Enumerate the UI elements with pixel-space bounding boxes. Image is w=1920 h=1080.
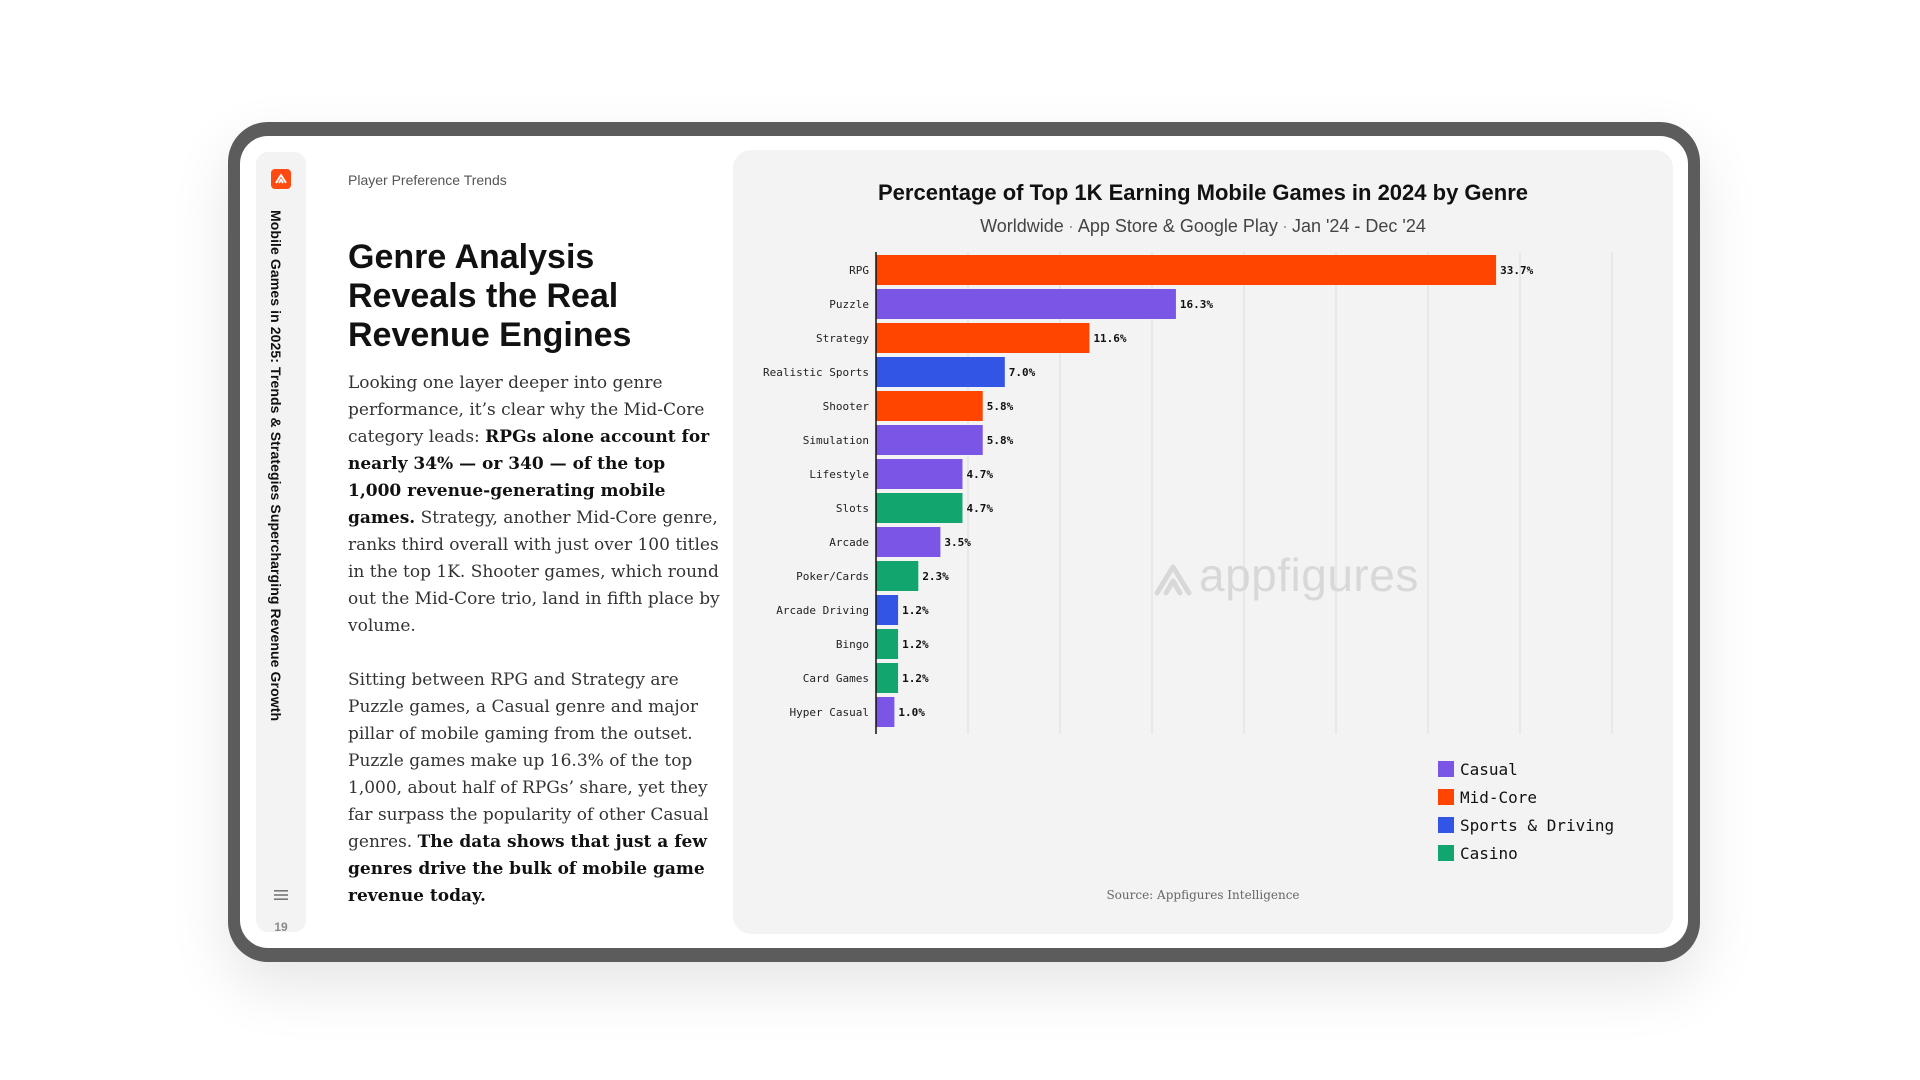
category-label: Strategy bbox=[816, 332, 869, 345]
category-label: Puzzle bbox=[829, 298, 869, 311]
bar bbox=[876, 255, 1497, 285]
legend-swatch bbox=[1438, 845, 1454, 861]
value-label: 4.7% bbox=[966, 468, 993, 481]
legend-item: Sports & Driving bbox=[1438, 811, 1614, 839]
bar bbox=[876, 391, 983, 421]
paragraph-1: Looking one layer deeper into genre perf… bbox=[348, 373, 720, 636]
appfigures-logo-icon[interactable] bbox=[271, 169, 291, 189]
highlight-text: RPGs alone account for nearly 34% — or 3… bbox=[348, 427, 710, 528]
value-label: 2.3% bbox=[922, 570, 949, 583]
value-label: 33.7% bbox=[1500, 264, 1533, 277]
bar bbox=[876, 289, 1176, 319]
page-number: 19 bbox=[274, 920, 288, 934]
side-rail: Mobile Games in 2025: Trends & Strategie… bbox=[256, 152, 306, 934]
bar bbox=[876, 357, 1005, 387]
category-label: Slots bbox=[836, 502, 869, 515]
bar bbox=[876, 527, 941, 557]
paragraph-2: Sitting between RPG and Strategy are Puz… bbox=[348, 670, 709, 906]
section-eyebrow: Player Preference Trends bbox=[348, 172, 507, 188]
menu-icon[interactable] bbox=[272, 888, 290, 902]
value-label: 1.2% bbox=[902, 638, 929, 651]
appfigures-watermark-icon bbox=[1154, 564, 1192, 596]
category-label: Hyper Casual bbox=[790, 706, 869, 719]
chart-card: Percentage of Top 1K Earning Mobile Game… bbox=[733, 150, 1673, 934]
highlight-text: The data shows that just a few genres dr… bbox=[348, 832, 707, 906]
category-label: Shooter bbox=[823, 400, 870, 413]
legend-item: Casino bbox=[1438, 839, 1614, 867]
subtitle-dates: Jan '24 - Dec '24 bbox=[1291, 216, 1426, 236]
bar bbox=[876, 459, 963, 489]
bar bbox=[876, 493, 963, 523]
category-label: Simulation bbox=[803, 434, 869, 447]
legend-label: Casual bbox=[1460, 759, 1518, 779]
article-body: Looking one layer deeper into genre perf… bbox=[348, 370, 720, 937]
bar bbox=[876, 629, 899, 659]
watermark: appfigures bbox=[1153, 548, 1419, 602]
legend-item: Mid-Core bbox=[1438, 783, 1614, 811]
value-label: 7.0% bbox=[1009, 366, 1036, 379]
value-label: 4.7% bbox=[966, 502, 993, 515]
legend-label: Casino bbox=[1460, 843, 1518, 863]
bar bbox=[876, 697, 895, 727]
category-label: Arcade Driving bbox=[776, 604, 869, 617]
category-label: Arcade bbox=[829, 536, 869, 549]
watermark-text: appfigures bbox=[1199, 549, 1419, 601]
bar bbox=[876, 323, 1090, 353]
value-label: 1.2% bbox=[902, 604, 929, 617]
page-headline: Genre Analysis Reveals the Real Revenue … bbox=[348, 238, 632, 354]
bar bbox=[876, 663, 899, 693]
value-label: 1.2% bbox=[902, 672, 929, 685]
chart-legend: Casual Mid-Core Sports & Driving Casino bbox=[1438, 755, 1614, 867]
category-label: Card Games bbox=[803, 672, 869, 685]
bar bbox=[876, 595, 899, 625]
legend-label: Mid-Core bbox=[1460, 787, 1538, 807]
chart-subtitle: Worldwide · App Store & Google Play · Jan '2… bbox=[980, 216, 1426, 236]
legend-label: Sports & Driving bbox=[1460, 815, 1615, 835]
bar bbox=[876, 561, 919, 591]
bar bbox=[876, 425, 983, 455]
legend-swatch bbox=[1438, 761, 1454, 777]
category-label: RPG bbox=[849, 264, 869, 277]
category-label: Bingo bbox=[836, 638, 869, 651]
bar-chart: RPG 33.7% Puzzle 16.3% Strategy 11.6% Realisti… bbox=[763, 252, 1613, 734]
legend-item: Casual bbox=[1438, 755, 1614, 783]
page-screen: Mobile Games in 2025: Trends & Strategie… bbox=[240, 136, 1688, 948]
legend-swatch bbox=[1438, 789, 1454, 805]
value-label: 11.6% bbox=[1093, 332, 1126, 345]
source-note: Source: Appfigures Intelligence bbox=[1106, 888, 1300, 902]
chart-title: Percentage of Top 1K Earning Mobile Game… bbox=[878, 180, 1528, 205]
value-label: 16.3% bbox=[1180, 298, 1213, 311]
subtitle-stores: App Store & Google Play bbox=[1077, 216, 1278, 236]
category-label: Realistic Sports bbox=[763, 366, 869, 379]
category-label: Poker/Cards bbox=[796, 570, 869, 583]
value-label: 1.0% bbox=[898, 706, 925, 719]
value-label: 5.8% bbox=[987, 434, 1014, 447]
subtitle-region: Worldwide bbox=[980, 216, 1064, 236]
legend-swatch bbox=[1438, 817, 1454, 833]
value-label: 5.8% bbox=[987, 400, 1014, 413]
value-label: 3.5% bbox=[944, 536, 971, 549]
category-label: Lifestyle bbox=[809, 468, 869, 481]
document-title: Mobile Games in 2025: Trends & Strategie… bbox=[268, 210, 284, 722]
